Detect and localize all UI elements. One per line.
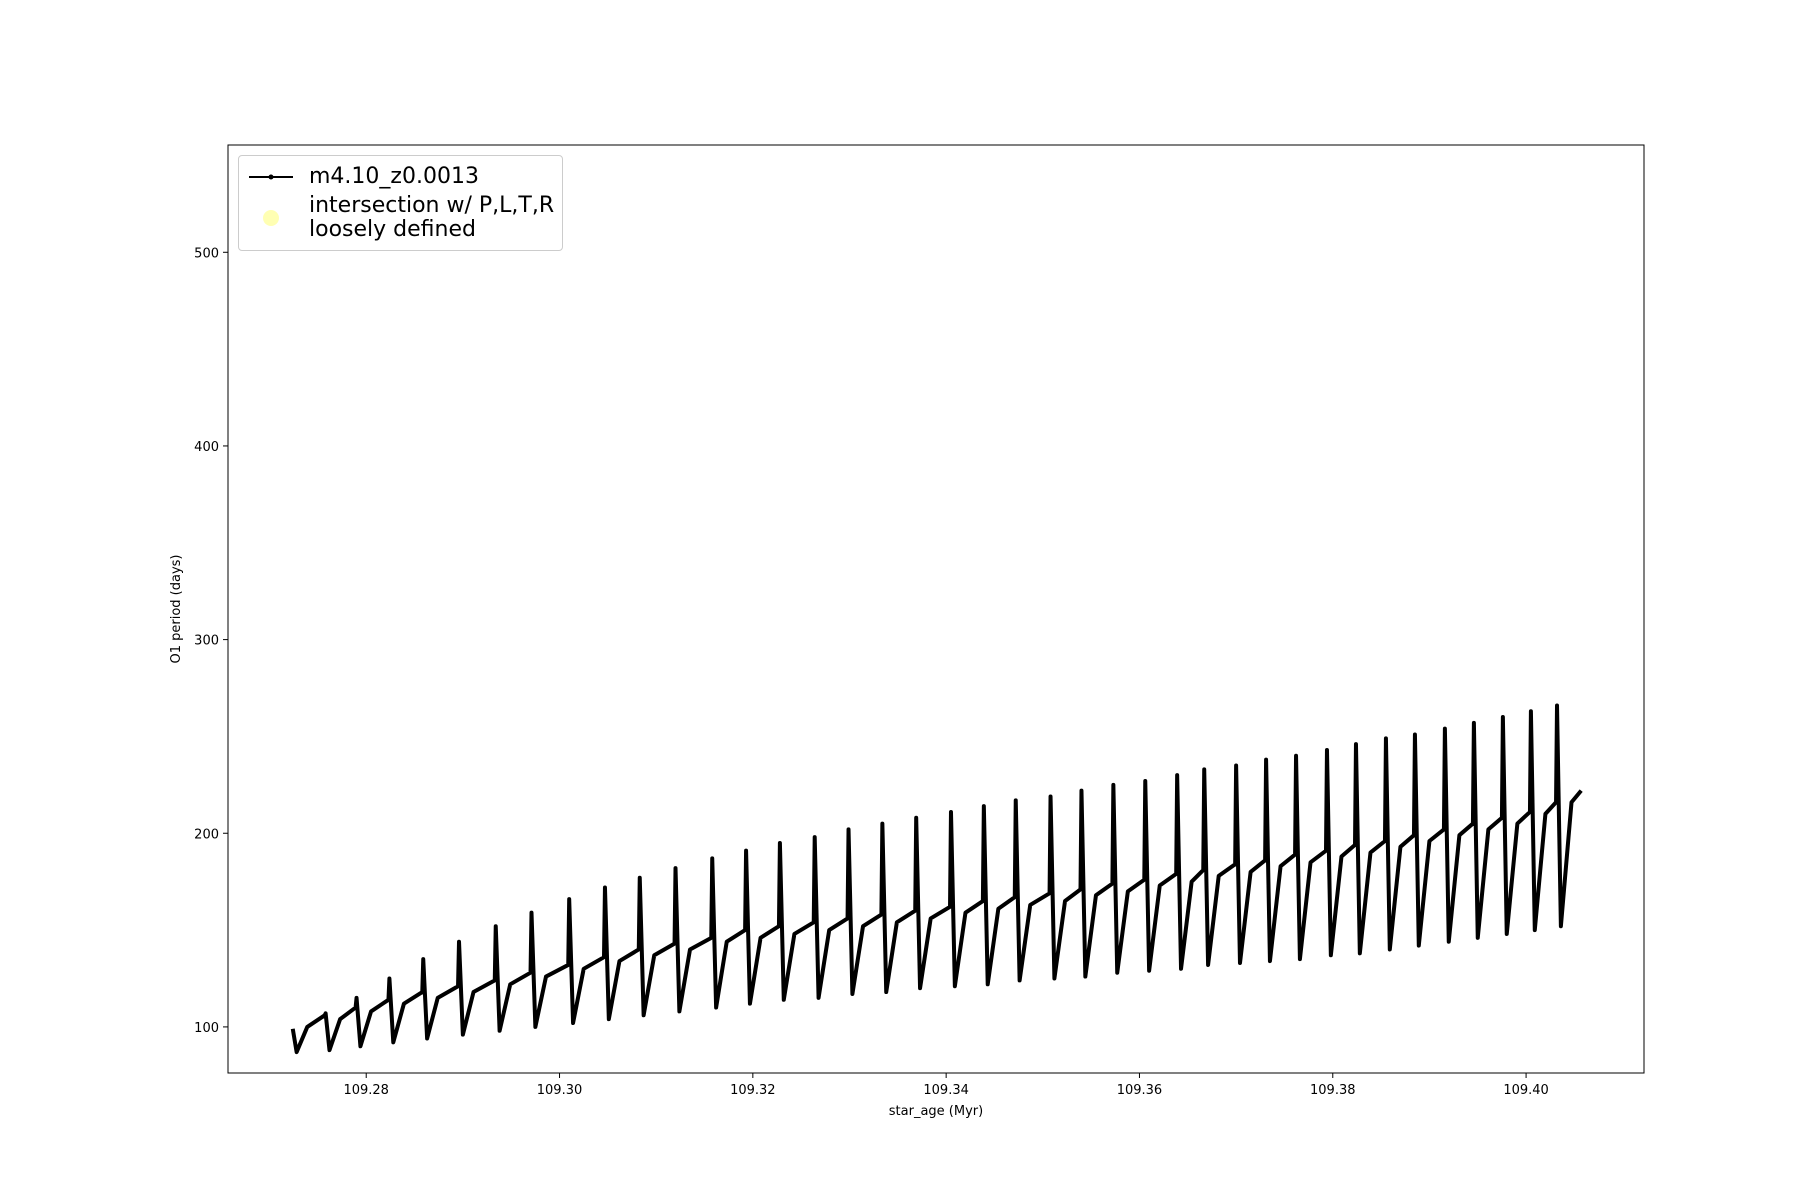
plot-frame [227, 144, 1645, 1074]
x-axis-label: star_age (Myr) [889, 1104, 983, 1119]
legend-marker [268, 174, 274, 180]
x-tick-label: 109.30 [537, 1083, 583, 1098]
legend-swatch [263, 210, 279, 226]
y-axis-label: O1 period (days) [169, 554, 184, 663]
legend-marker [263, 210, 279, 226]
y-tick-label: 300 [194, 634, 219, 649]
legend-entry: m4.10_z0.0013 [247, 162, 554, 192]
series-line [290, 703, 1583, 1055]
x-tick-label: 109.36 [1117, 1083, 1163, 1098]
legend-entry: intersection w/ P,L,T,R loosely defined [247, 194, 554, 242]
x-tick-label: 109.28 [343, 1083, 389, 1098]
x-tick-label: 109.38 [1310, 1083, 1356, 1098]
legend-label: m4.10_z0.0013 [309, 164, 479, 189]
x-tick-label: 109.40 [1503, 1083, 1549, 1098]
y-tick-label: 200 [194, 827, 219, 842]
legend-swatch [249, 174, 293, 180]
legend: m4.10_z0.0013 intersection w/ P,L,T,R loo… [238, 155, 564, 251]
y-tick-label: 100 [194, 1021, 219, 1036]
y-tick-label: 400 [194, 440, 219, 455]
legend-label: intersection w/ P,L,T,R loosely defined [309, 193, 555, 242]
y-tick-label: 500 [194, 246, 219, 261]
x-tick-label: 109.34 [923, 1083, 969, 1098]
x-tick-label: 109.32 [730, 1083, 776, 1098]
